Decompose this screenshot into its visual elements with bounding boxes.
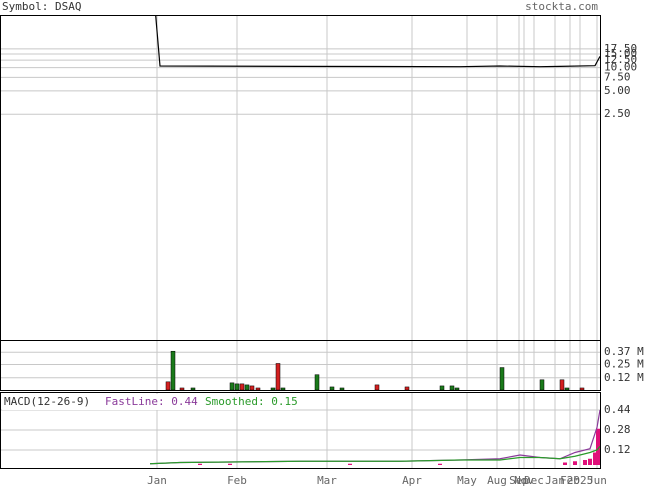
macd-line [149,409,600,465]
x-tick-label: Jan [147,474,167,486]
volume-bar [229,382,235,390]
x-tick-label: Apr [402,474,422,486]
volume-bar [339,387,345,390]
volume-bar [239,383,245,390]
macd-histogram-bar [438,463,442,465]
y-tick-label: 7.50 [604,70,631,83]
macd-histogram-bar [588,458,592,465]
x-tick-label: Feb [560,474,580,486]
macd-histogram-bar [573,461,577,465]
volume-bar [280,387,286,390]
volume-bar [559,379,565,390]
macd-line [149,445,600,465]
volume-bar [170,350,176,390]
site: stockta.com [525,0,598,13]
volume-bar [234,383,240,390]
x-tick-label: Jun [587,474,607,486]
volume-bar [179,387,185,390]
macd-histogram-bar [593,452,597,465]
volume-bar [449,385,455,390]
x-tick-label: Dec [524,474,544,486]
legend-entry: Smoothed: 0.15 [205,395,298,408]
panel [0,340,600,390]
macd-histogram-bar [596,428,600,465]
x-tick-label: Feb [227,474,247,486]
panel-frame [0,392,601,469]
y-tick-label: 0.12 [604,443,631,456]
volume-bar [499,367,505,390]
volume-bar [404,386,410,390]
x-tick-label: Mar [317,474,337,486]
volume-bar [564,387,570,390]
y-tick-label: 0.28 [604,423,631,436]
y-tick-label: 2.50 [604,107,631,120]
y-tick-label: 0.37 M [604,345,644,358]
x-tick-label: May [457,474,477,486]
volume-bar [314,374,320,390]
panel-frame [0,340,601,391]
volume-bar [329,386,335,390]
price-line [155,15,600,68]
panel [0,15,600,340]
macd-histogram-bar [228,463,232,465]
volume-bar [439,385,445,390]
legend-bg [2,394,292,410]
y-tick-label: 17.50 [604,42,637,55]
y-tick-label: 10.00 [604,61,637,74]
x-tick-label: Sep [509,474,529,486]
volume-bar [270,387,276,390]
volume-bar [165,381,171,390]
volume-bar [374,384,380,390]
legend-entry: FastLine: 0.44 [105,395,198,408]
symbol: Symbol: DSAQ [2,0,81,13]
y-tick-label: 12.50 [604,53,637,66]
volume-bar [275,363,281,390]
macd-histogram-bar [583,460,587,465]
panel-frame [0,15,601,341]
volume-bar [255,387,261,390]
volume-bar [579,387,585,390]
panel [0,392,600,468]
macd-histogram-bar [348,463,352,465]
volume-bar [454,387,460,390]
x-tick-label: Nov [514,474,534,486]
y-tick-label: 15.00 [604,47,637,60]
y-tick-label: 0.44 [604,403,631,416]
volume-bar [244,384,250,390]
y-tick-label: 0.12 M [604,371,644,384]
x-tick-label: Jan [545,474,565,486]
macd-histogram-bar [198,463,202,465]
macd-histogram-bar [563,462,567,465]
volume-bar [249,385,255,390]
y-tick-label: 5.00 [604,84,631,97]
x-tick-label: 2025 [567,474,594,486]
volume-bar [539,379,545,390]
x-tick-label: Aug [487,474,507,486]
y-tick-label: 0.25 M [604,357,644,370]
volume-bar [190,387,196,390]
macd-title: MACD(12-26-9) [4,395,90,408]
